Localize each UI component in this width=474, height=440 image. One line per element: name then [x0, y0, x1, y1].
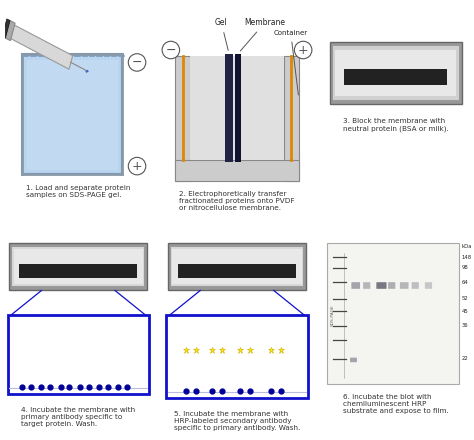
FancyBboxPatch shape: [351, 282, 360, 289]
Text: Container: Container: [274, 30, 308, 95]
Text: 4. Incubate the membrane with
primary antibody specific to
target protein. Wash.: 4. Incubate the membrane with primary an…: [21, 407, 135, 426]
Text: −: −: [165, 44, 176, 56]
FancyBboxPatch shape: [284, 56, 299, 180]
Text: 1. Load and separate protein
samples on SDS-PAGE gel.: 1. Load and separate protein samples on …: [26, 185, 130, 198]
FancyBboxPatch shape: [336, 50, 456, 95]
Text: 2. Electrophoretically transfer
fractionated proteins onto PVDF
or nitrocellulos: 2. Electrophoretically transfer fraction…: [179, 191, 295, 211]
FancyBboxPatch shape: [363, 282, 370, 289]
FancyBboxPatch shape: [178, 264, 296, 278]
Text: 3. Block the membrane with
neutral protein (BSA or milk).: 3. Block the membrane with neutral prote…: [343, 118, 448, 132]
Text: 52: 52: [462, 296, 469, 301]
Text: 98: 98: [462, 265, 469, 270]
FancyBboxPatch shape: [173, 249, 301, 284]
FancyBboxPatch shape: [175, 56, 190, 180]
FancyBboxPatch shape: [350, 358, 357, 362]
FancyBboxPatch shape: [9, 243, 147, 290]
FancyBboxPatch shape: [388, 282, 395, 289]
FancyBboxPatch shape: [22, 54, 122, 174]
Text: Gel: Gel: [215, 18, 228, 51]
FancyBboxPatch shape: [425, 282, 432, 289]
Bar: [235, 54, 241, 162]
FancyBboxPatch shape: [400, 282, 409, 289]
Text: +: +: [132, 160, 142, 172]
Text: 148: 148: [462, 255, 472, 260]
Text: 64: 64: [462, 280, 469, 285]
Text: SDS-PAGE: SDS-PAGE: [330, 304, 335, 326]
FancyBboxPatch shape: [27, 60, 118, 170]
Bar: [225, 54, 233, 162]
Text: kDa: kDa: [462, 245, 472, 249]
FancyBboxPatch shape: [190, 56, 284, 160]
FancyBboxPatch shape: [411, 282, 419, 289]
Polygon shape: [2, 19, 10, 38]
FancyBboxPatch shape: [168, 243, 306, 290]
FancyBboxPatch shape: [175, 160, 299, 180]
Text: Membrane: Membrane: [240, 18, 285, 51]
FancyBboxPatch shape: [19, 264, 137, 278]
FancyBboxPatch shape: [329, 42, 462, 104]
FancyBboxPatch shape: [344, 69, 447, 85]
Text: 22: 22: [462, 356, 469, 361]
FancyBboxPatch shape: [12, 247, 145, 286]
FancyBboxPatch shape: [14, 249, 143, 284]
FancyBboxPatch shape: [376, 282, 386, 289]
FancyBboxPatch shape: [8, 315, 149, 394]
Text: +: +: [298, 44, 309, 56]
Text: −: −: [132, 56, 142, 69]
FancyBboxPatch shape: [171, 247, 303, 286]
Text: 5. Incubate the membrane with
HRP-labeled secondary antibody
specific to primary: 5. Incubate the membrane with HRP-labele…: [174, 411, 300, 431]
FancyBboxPatch shape: [333, 46, 459, 100]
Text: 36: 36: [462, 323, 468, 328]
Polygon shape: [6, 22, 73, 69]
Polygon shape: [5, 21, 15, 40]
FancyBboxPatch shape: [166, 315, 308, 398]
Text: 6. Incubate the blot with
chemiluminescent HRP
substrate and expose to film.: 6. Incubate the blot with chemiluminesce…: [343, 394, 448, 414]
FancyBboxPatch shape: [327, 243, 459, 384]
Text: 45: 45: [462, 309, 469, 314]
